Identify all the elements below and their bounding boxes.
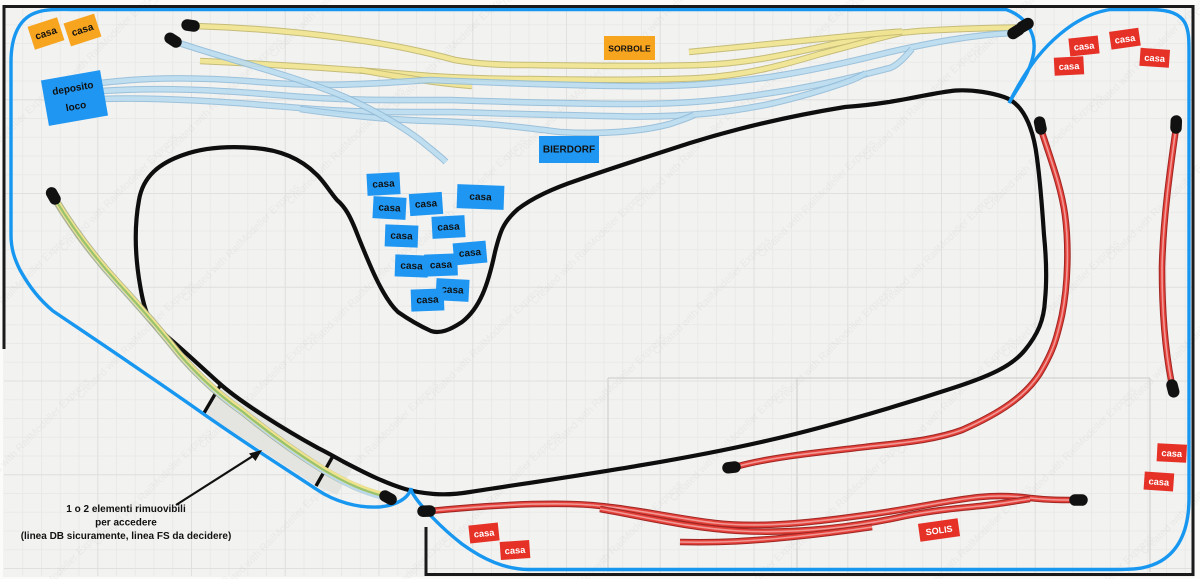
svg-text:casa: casa xyxy=(1114,33,1137,46)
svg-text:casa: casa xyxy=(1058,61,1080,72)
svg-text:casa: casa xyxy=(1161,448,1183,459)
svg-text:casa: casa xyxy=(473,527,495,539)
svg-text:Created with RailModeller Expr: Created with RailModeller Express xyxy=(1193,0,1200,19)
svg-text:casa: casa xyxy=(400,261,423,273)
svg-text:casa: casa xyxy=(378,202,401,214)
svg-text:casa: casa xyxy=(437,221,460,233)
svg-text:casa: casa xyxy=(469,192,492,204)
svg-text:per accedere: per accedere xyxy=(95,518,157,529)
svg-text:casa: casa xyxy=(1148,476,1170,487)
svg-text:casa: casa xyxy=(1144,53,1166,64)
svg-text:loco: loco xyxy=(65,100,87,114)
svg-text:BIERDORF: BIERDORF xyxy=(543,145,595,156)
svg-text:casa: casa xyxy=(416,295,439,307)
svg-text:casa: casa xyxy=(430,260,453,272)
svg-text:casa: casa xyxy=(415,198,438,211)
svg-text:1 o 2 elementi rimuovibili: 1 o 2 elementi rimuovibili xyxy=(66,504,186,515)
svg-text:casa: casa xyxy=(1073,40,1095,52)
svg-text:casa: casa xyxy=(458,247,482,260)
svg-text:casa: casa xyxy=(390,231,413,243)
svg-text:SOLIS: SOLIS xyxy=(925,524,953,538)
svg-text:casa: casa xyxy=(504,545,526,556)
svg-text:(linea DB sicuramente, linea F: (linea DB sicuramente, linea FS da decid… xyxy=(21,531,232,542)
svg-text:casa: casa xyxy=(372,178,395,190)
svg-text:casa: casa xyxy=(441,284,464,296)
svg-text:SORBOLE: SORBOLE xyxy=(608,44,651,54)
